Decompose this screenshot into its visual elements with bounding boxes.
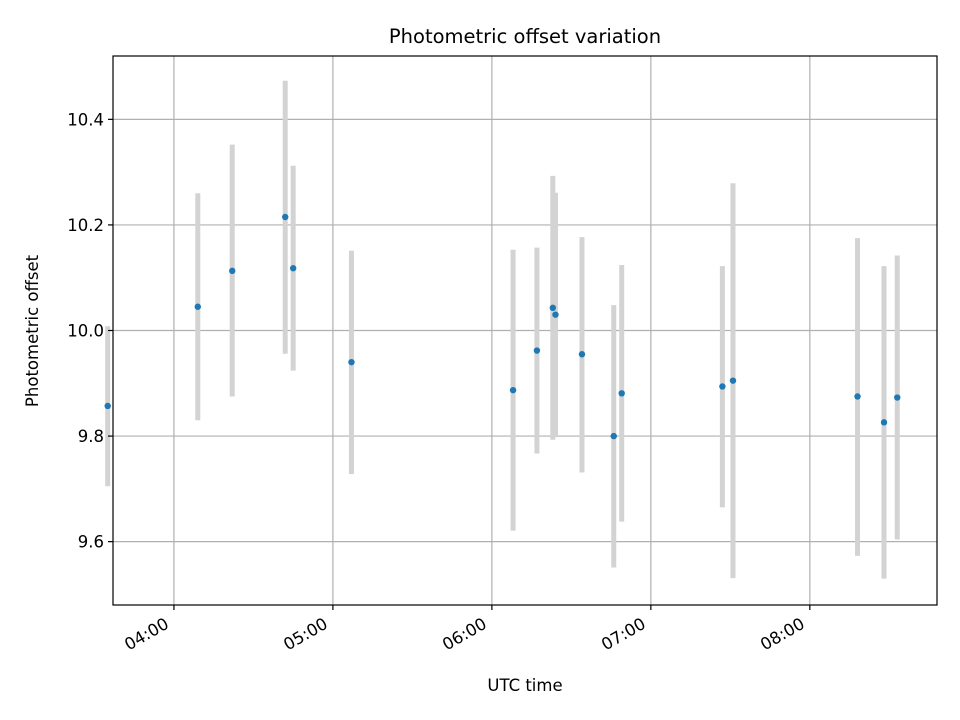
data-point: [880, 419, 888, 426]
data-point: [229, 267, 236, 275]
data-points: [104, 213, 901, 440]
y-tick-label: 10.2: [67, 216, 104, 235]
data-point: [549, 304, 557, 312]
x-axis-label: UTC time: [487, 676, 562, 695]
data-point: [282, 213, 289, 221]
y-tick-label: 10.4: [67, 110, 104, 129]
data-point: [610, 432, 617, 440]
data-point: [894, 394, 901, 401]
grid: [113, 56, 937, 605]
data-point: [348, 358, 355, 366]
data-point: [533, 347, 541, 354]
data-point: [194, 303, 201, 310]
data-point: [719, 383, 726, 390]
data-point: [578, 351, 586, 358]
chart-title: Photometric offset variation: [389, 25, 661, 48]
data-point: [509, 386, 517, 394]
y-tick-label: 10.0: [67, 322, 104, 341]
data-point: [618, 390, 625, 397]
y-tick-label: 9.8: [78, 427, 104, 446]
data-point: [729, 377, 737, 384]
y-tick-label: 9.6: [78, 533, 104, 552]
y-axis-label: Photometric offset: [23, 254, 42, 407]
data-point: [104, 402, 111, 410]
data-point: [854, 393, 861, 400]
data-point: [289, 265, 297, 272]
y-axis-ticks: 9.6 9.8 10.0 10.2 10.4: [67, 110, 113, 552]
data-point: [552, 311, 559, 318]
